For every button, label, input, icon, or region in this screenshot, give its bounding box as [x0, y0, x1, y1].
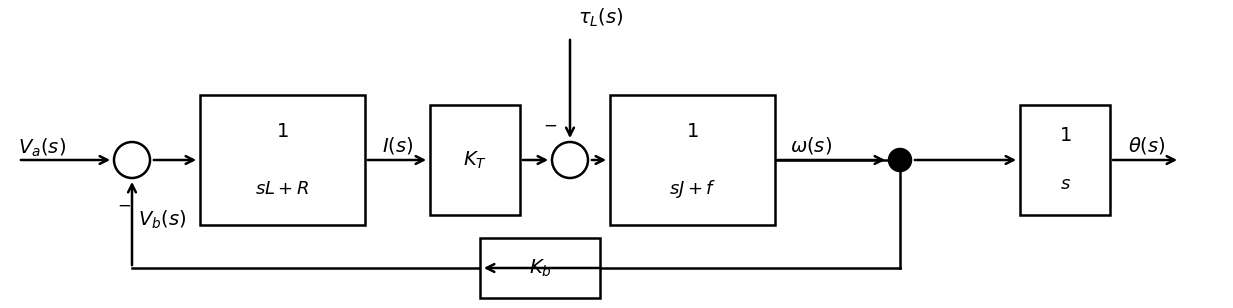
- Text: $1$: $1$: [687, 122, 699, 141]
- Text: $-$: $-$: [543, 116, 557, 134]
- Bar: [430, 105, 520, 215]
- Bar: [200, 95, 365, 225]
- Bar: [1020, 105, 1110, 215]
- Text: $\theta(s)$: $\theta(s)$: [1128, 135, 1165, 156]
- Text: $V_b(s)$: $V_b(s)$: [138, 209, 186, 231]
- Text: $sL+R$: $sL+R$: [255, 180, 309, 198]
- Text: $s$: $s$: [1059, 175, 1070, 193]
- Text: $\omega(s)$: $\omega(s)$: [790, 135, 832, 156]
- Text: $sJ+f$: $sJ+f$: [668, 178, 716, 200]
- Text: $-$: $-$: [117, 196, 131, 214]
- Text: $1$: $1$: [276, 122, 289, 141]
- Text: $1$: $1$: [1059, 126, 1071, 145]
- Text: $I(s)$: $I(s)$: [382, 135, 413, 156]
- Circle shape: [889, 149, 911, 171]
- Text: $\tau_L(s)$: $\tau_L(s)$: [578, 7, 624, 29]
- Text: $K_T$: $K_T$: [464, 149, 487, 171]
- Circle shape: [552, 142, 588, 178]
- Bar: [480, 238, 600, 298]
- Circle shape: [113, 142, 150, 178]
- Text: $V_a(s)$: $V_a(s)$: [18, 137, 67, 159]
- Text: $K_b$: $K_b$: [529, 257, 551, 279]
- Bar: [610, 95, 776, 225]
